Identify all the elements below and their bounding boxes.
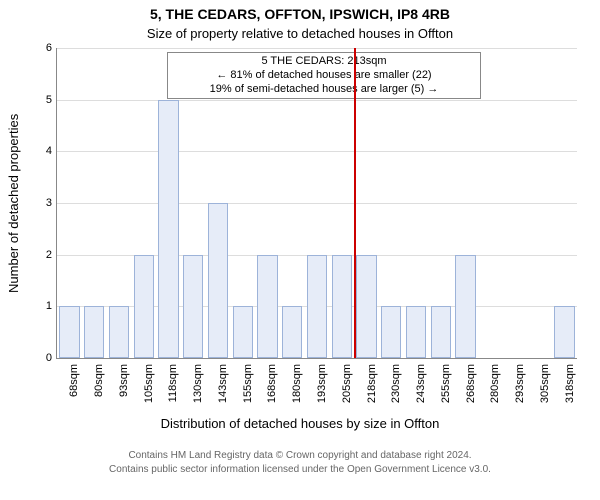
bar (282, 306, 302, 358)
footer-line: Contains HM Land Registry data © Crown c… (0, 450, 600, 461)
x-tick-label: 243sqm (415, 364, 427, 414)
bar (431, 306, 451, 358)
x-tick-label: 143sqm (217, 364, 229, 414)
chart-title: 5, THE CEDARS, OFFTON, IPSWICH, IP8 4RB (0, 6, 600, 22)
x-tick-label: 68sqm (68, 364, 80, 414)
x-tick-label: 230sqm (390, 364, 402, 414)
bar (183, 255, 203, 358)
annotation-line: ← 81% of detached houses are smaller (22… (174, 69, 474, 83)
y-axis-label: Number of detached properties (6, 114, 21, 293)
x-tick-label: 118sqm (167, 364, 179, 414)
chart-container: 5, THE CEDARS, OFFTON, IPSWICH, IP8 4RB … (0, 0, 600, 500)
footer-line: Contains public sector information licen… (0, 464, 600, 475)
bar (307, 255, 327, 358)
bar (84, 306, 104, 358)
x-tick-label: 130sqm (192, 364, 204, 414)
bar (406, 306, 426, 358)
y-tick-label: 1 (34, 300, 52, 312)
bar (134, 255, 154, 358)
x-tick-label: 268sqm (465, 364, 477, 414)
x-tick-label: 180sqm (291, 364, 303, 414)
bar (257, 255, 277, 358)
x-tick-label: 205sqm (341, 364, 353, 414)
bar (356, 255, 376, 358)
x-tick-label: 168sqm (266, 364, 278, 414)
x-tick-label: 193sqm (316, 364, 328, 414)
x-axis-label: Distribution of detached houses by size … (0, 416, 600, 431)
bar (455, 255, 475, 358)
annotation-box: 5 THE CEDARS: 213sqm ← 81% of detached h… (167, 52, 481, 99)
y-tick-label: 6 (34, 42, 52, 54)
x-tick-label: 105sqm (143, 364, 155, 414)
bar (381, 306, 401, 358)
bar (208, 203, 228, 358)
y-tick-label: 2 (34, 249, 52, 261)
chart-subtitle: Size of property relative to detached ho… (0, 26, 600, 41)
x-tick-label: 255sqm (440, 364, 452, 414)
y-tick-label: 5 (34, 94, 52, 106)
x-tick-label: 218sqm (366, 364, 378, 414)
bar (109, 306, 129, 358)
bar (158, 100, 178, 358)
gridline (57, 100, 577, 101)
bar (554, 306, 574, 358)
bar (233, 306, 253, 358)
plot-area: 5 THE CEDARS: 213sqm ← 81% of detached h… (56, 48, 577, 359)
annotation-line: 19% of semi-detached houses are larger (… (174, 83, 474, 97)
bar (332, 255, 352, 358)
annotation-line: 5 THE CEDARS: 213sqm (174, 55, 474, 69)
y-tick-label: 0 (34, 352, 52, 364)
x-tick-label: 280sqm (489, 364, 501, 414)
gridline (57, 48, 577, 49)
y-tick-label: 3 (34, 197, 52, 209)
x-tick-label: 80sqm (93, 364, 105, 414)
x-tick-label: 293sqm (514, 364, 526, 414)
x-tick-label: 93sqm (118, 364, 130, 414)
x-tick-label: 318sqm (564, 364, 576, 414)
gridline (57, 203, 577, 204)
x-tick-label: 155sqm (242, 364, 254, 414)
x-tick-label: 305sqm (539, 364, 551, 414)
reference-line (354, 48, 356, 358)
gridline (57, 151, 577, 152)
y-tick-label: 4 (34, 145, 52, 157)
bar (59, 306, 79, 358)
